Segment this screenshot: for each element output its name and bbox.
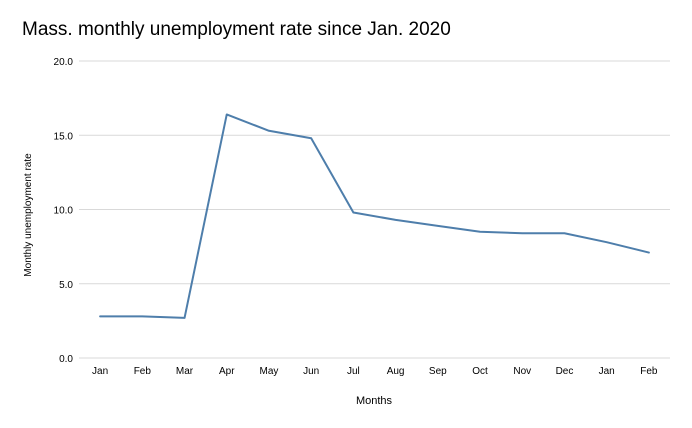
x-tick-label: Aug xyxy=(387,366,405,377)
x-tick-labels: Jan Feb Mar Apr May Jun Jul Aug Sep Oct Nov Dec Jan F… xyxy=(92,366,658,377)
data-point xyxy=(310,137,312,139)
x-tick-label: Jul xyxy=(347,366,360,377)
x-tick-label: Oct xyxy=(472,366,488,377)
data-point xyxy=(141,315,143,317)
x-tick-label: Nov xyxy=(513,366,531,377)
x-axis-label: Months xyxy=(356,395,393,407)
data-point xyxy=(521,232,523,234)
x-tick-label: Apr xyxy=(219,366,235,377)
y-tick-label: 20.0 xyxy=(54,57,74,68)
data-point xyxy=(395,219,397,221)
x-tick-label: Jan xyxy=(599,366,615,377)
gridlines xyxy=(79,60,670,359)
data-point xyxy=(268,130,270,132)
y-tick-label: 15.0 xyxy=(54,131,74,142)
data-point xyxy=(437,225,439,227)
x-tick-label: Jan xyxy=(92,366,108,377)
y-tick-label: 0.0 xyxy=(59,354,73,365)
y-axis-label: Monthly unemployment rate xyxy=(23,153,34,277)
data-point xyxy=(352,211,354,213)
x-tick-label: Mar xyxy=(176,366,194,377)
x-tick-label: Jun xyxy=(303,366,319,377)
data-point xyxy=(648,252,650,254)
y-tick-label: 5.0 xyxy=(59,280,73,291)
data-point xyxy=(184,317,186,319)
y-tick-label: 10.0 xyxy=(54,206,74,217)
series-line xyxy=(99,113,650,319)
data-point xyxy=(606,241,608,243)
x-tick-label: Feb xyxy=(640,366,658,377)
x-tick-label: Dec xyxy=(556,366,574,377)
y-tick-labels: 0.0 5.0 10.0 15.0 20.0 xyxy=(54,57,74,365)
data-point xyxy=(563,232,565,234)
data-point xyxy=(479,231,481,233)
x-tick-label: Feb xyxy=(134,366,152,377)
x-tick-label: Sep xyxy=(429,366,447,377)
series-layer xyxy=(99,113,650,319)
data-point xyxy=(226,113,228,115)
data-point xyxy=(99,315,101,317)
x-tick-label: May xyxy=(260,366,279,377)
chart-title: Mass. monthly unemployment rate since Ja… xyxy=(22,19,451,40)
